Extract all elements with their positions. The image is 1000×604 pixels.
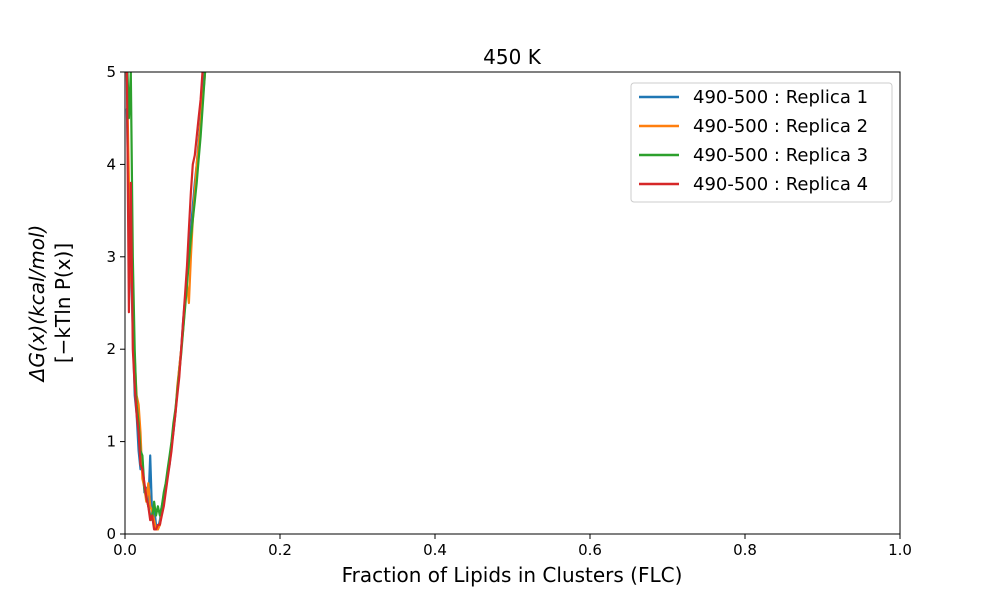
- legend: 490-500 : Replica 1 490-500 : Replica 2 49…: [630, 82, 893, 203]
- legend-label-replica-2: 490-500 : Replica 2: [693, 116, 868, 137]
- series-line-replica-1: [125, 72, 206, 531]
- x-tick-label: 1.0: [888, 541, 912, 559]
- plot-frame: [124, 71, 901, 535]
- legend-label-replica-3: 490-500 : Replica 3: [693, 145, 868, 166]
- y-tick-label: 1: [106, 433, 116, 451]
- y-tick-label: 3: [106, 248, 116, 266]
- x-tick-label: 0.4: [423, 541, 447, 559]
- y-tick-label: 0: [106, 525, 116, 543]
- y-axis-title-line1: ΔG(x)(kcal/mol): [25, 225, 49, 384]
- x-axis-ticks: 0.0 0.2 0.4 0.6 0.8 1.0: [113, 534, 912, 559]
- x-tick-label: 0.6: [578, 541, 602, 559]
- y-tick-label: 2: [106, 340, 116, 358]
- x-tick-label: 0.2: [268, 541, 292, 559]
- y-tick-label: 5: [106, 63, 116, 81]
- y-axis-title: ΔG(x)(kcal/mol) [−kTln P(x)]: [25, 225, 75, 384]
- x-tick-label: 0.0: [113, 541, 137, 559]
- legend-label-replica-1: 490-500 : Replica 1: [693, 87, 868, 108]
- series-layer: [125, 72, 207, 531]
- y-axis-title-line2: [−kTln P(x)]: [51, 243, 75, 363]
- y-axis-ticks: 0 1 2 3 4 5: [106, 63, 125, 543]
- x-tick-label: 0.8: [733, 541, 757, 559]
- legend-label-replica-4: 490-500 : Replica 4: [693, 174, 868, 195]
- x-axis-title: Fraction of Lipids in Clusters (FLC): [342, 563, 683, 587]
- series-line-replica-4: [125, 72, 204, 531]
- legend-box: [630, 82, 893, 203]
- y-tick-label: 4: [106, 155, 116, 173]
- chart-title: 450 K: [483, 45, 542, 69]
